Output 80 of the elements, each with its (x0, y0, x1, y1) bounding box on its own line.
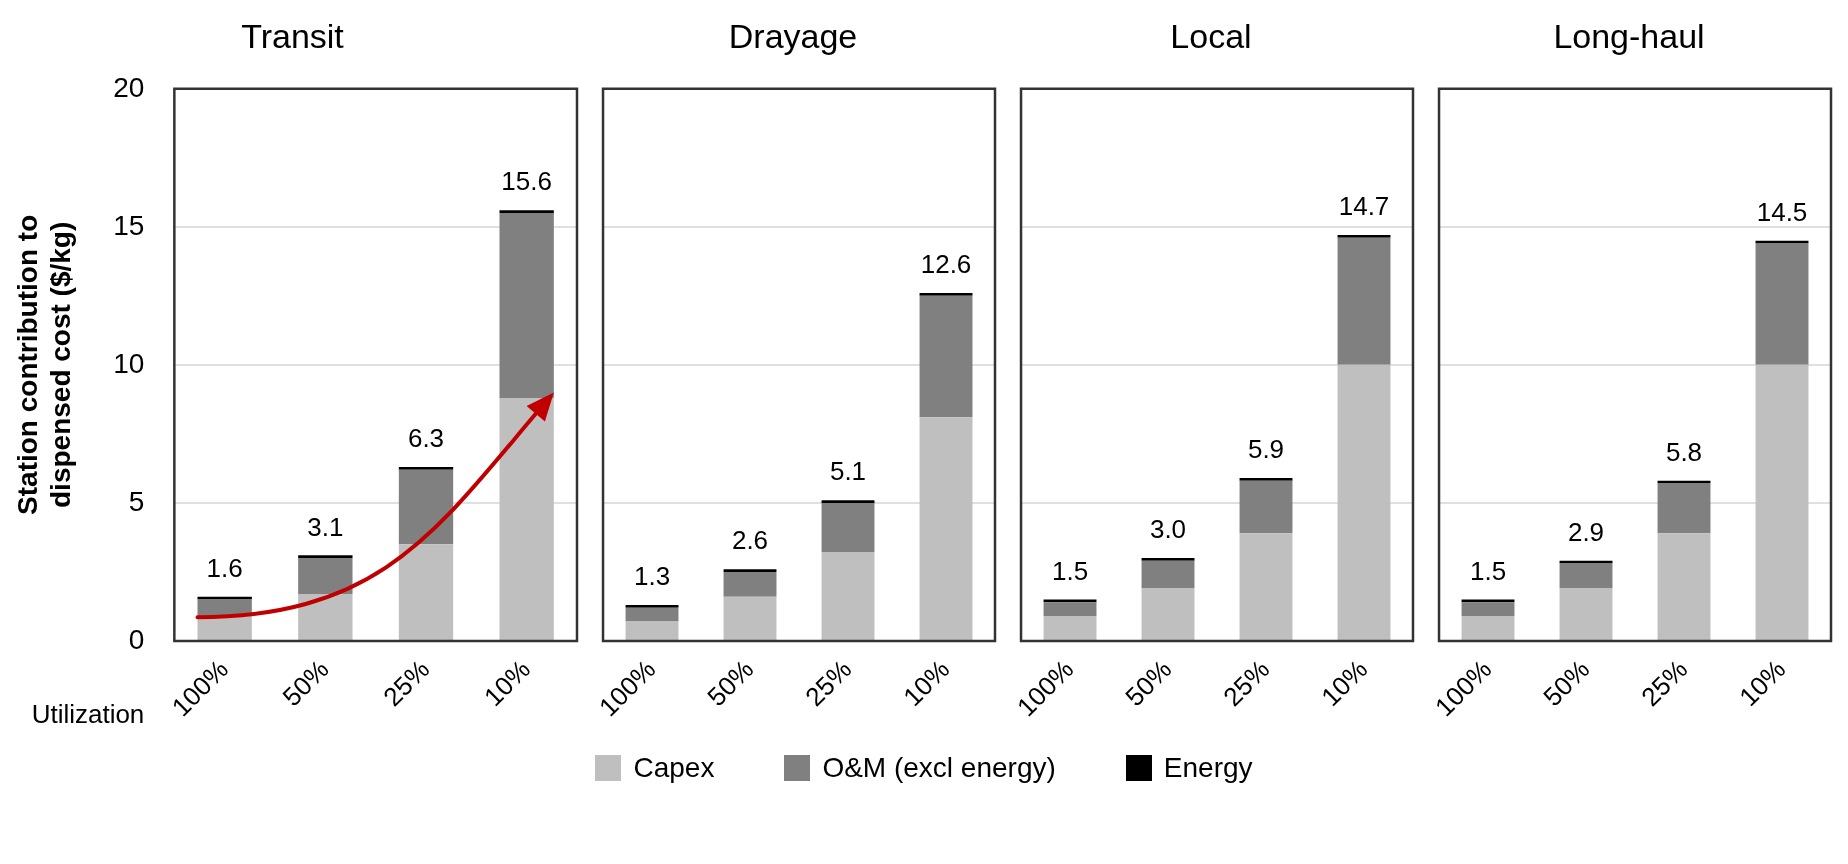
y-tick-label: 5 (128, 485, 145, 517)
bar (821, 500, 875, 503)
bar (1559, 563, 1613, 589)
x-tick-label: 50% (701, 654, 760, 713)
total-label: 1.6 (206, 552, 243, 583)
x-tick-label: 50% (1537, 654, 1596, 713)
bar (919, 295, 973, 418)
total-label: 5.8 (1665, 436, 1703, 467)
total-label: 1.5 (1469, 555, 1507, 586)
total-label: 1.3 (633, 561, 671, 592)
x-tick-label: 10% (477, 654, 536, 713)
bar (1141, 588, 1195, 640)
total-label: 2.9 (1567, 517, 1605, 548)
total-label: 14.5 (1756, 196, 1808, 227)
bar (625, 621, 679, 640)
bar (1755, 243, 1809, 365)
y-tick-label: 10 (113, 347, 145, 379)
y-axis-title: Station contribution to dispensed cost ($/kg) (11, 214, 77, 515)
bar (919, 293, 973, 296)
bar (398, 469, 454, 545)
bar (1559, 560, 1613, 564)
total-label: 3.0 (1149, 514, 1187, 545)
bar (298, 555, 353, 559)
bar (1657, 483, 1711, 534)
bar (298, 593, 353, 640)
x-tick-label: 50% (1119, 654, 1178, 713)
total-label: 15.6 (501, 166, 552, 197)
chart-title: Drayage (728, 16, 858, 55)
x-axis-title: Utilization (31, 699, 145, 730)
bar (821, 502, 875, 553)
chart-title: Transit (241, 16, 345, 55)
bar (625, 605, 679, 608)
bar (197, 596, 252, 600)
bar (723, 596, 777, 640)
total-label: 6.3 (407, 423, 445, 454)
total-label: 5.1 (829, 456, 867, 487)
x-tick-label: 50% (276, 654, 335, 713)
chart-title: Long-haul (1553, 16, 1705, 55)
bar (1337, 237, 1391, 365)
bar (298, 558, 353, 594)
bar (723, 569, 777, 572)
bar (625, 607, 679, 622)
bar (1043, 602, 1097, 617)
bar (1657, 480, 1711, 484)
x-tick-label: 10% (1315, 654, 1374, 713)
bar (1461, 616, 1515, 640)
total-label: 3.1 (307, 511, 344, 542)
bar (499, 210, 554, 214)
bar (1461, 602, 1515, 617)
bar (1043, 616, 1097, 640)
total-label: 1.5 (1051, 555, 1089, 586)
bar (1755, 364, 1809, 640)
bar (1239, 478, 1293, 481)
legend-label: Energy (1163, 752, 1253, 784)
bar (1337, 235, 1391, 238)
total-label: 12.6 (920, 249, 972, 280)
x-tick-label: 10% (1733, 654, 1792, 713)
total-label: 2.6 (731, 525, 769, 556)
bar (197, 616, 252, 640)
y-tick-label: 20 (113, 71, 145, 103)
legend-label: Capex (633, 752, 715, 784)
total-label: 14.7 (1338, 191, 1390, 222)
bar (1559, 588, 1613, 640)
bar (1141, 558, 1195, 561)
y-tick-label: 15 (113, 209, 145, 241)
bar (398, 467, 454, 470)
x-tick-label: 10% (897, 654, 956, 713)
bar (1239, 533, 1293, 640)
bar (1239, 480, 1293, 534)
chart-title: Local (1170, 16, 1252, 55)
y-tick-label: 0 (128, 623, 145, 655)
bar (821, 552, 875, 640)
bar (1141, 560, 1195, 589)
legend-label: O&M (excl energy) (822, 752, 1056, 784)
bar (1337, 364, 1391, 640)
total-label: 5.9 (1247, 434, 1285, 465)
bar (723, 571, 777, 597)
bar (398, 544, 454, 640)
bar (919, 417, 973, 640)
bar (1657, 533, 1711, 640)
